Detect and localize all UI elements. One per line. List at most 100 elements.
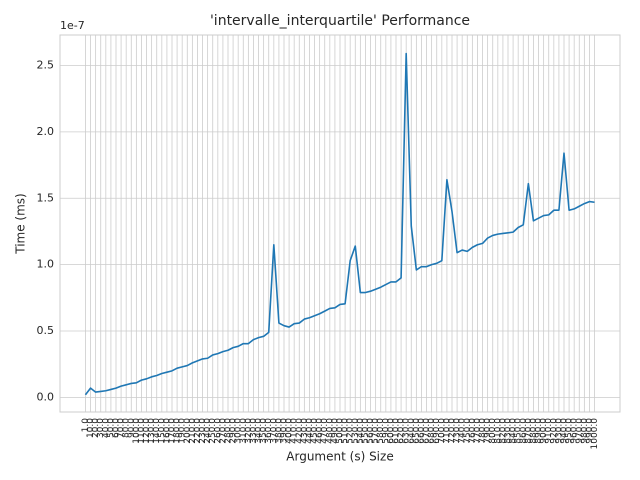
x-tick-label: 80.0 [122, 418, 132, 438]
y-offset-label: 1e-7 [60, 19, 85, 32]
x-tick-label: 840.0 [509, 418, 519, 444]
x-tick-label: 90.0 [127, 418, 137, 438]
x-tick-label: 590.0 [381, 418, 391, 444]
x-tick-label: 420.0 [295, 418, 305, 444]
x-tick-label: 480.0 [325, 418, 335, 444]
x-tick-label: 890.0 [534, 418, 544, 444]
x-tick-label: 160.0 [162, 418, 172, 444]
x-tick-label: 540.0 [356, 418, 366, 444]
x-tick-label: 260.0 [213, 418, 223, 444]
x-tick-label: 210.0 [188, 418, 198, 444]
x-tick-label: 60.0 [112, 418, 122, 438]
x-tick-label: 640.0 [407, 418, 417, 444]
x-tick-label: 520.0 [346, 418, 356, 444]
x-tick-label: 280.0 [224, 418, 234, 444]
x-tick-label: 510.0 [341, 418, 351, 444]
plot-frame [59, 34, 621, 413]
x-tick-label: 470.0 [320, 418, 330, 444]
x-tick-label: 630.0 [402, 418, 412, 444]
x-tick-label: 810.0 [493, 418, 503, 444]
x-tick-label: 720.0 [448, 418, 458, 444]
x-tick-label: 310.0 [239, 418, 249, 444]
data-line [84, 52, 595, 396]
x-tick-label: 930.0 [554, 418, 564, 444]
x-tick-label: 220.0 [193, 418, 203, 444]
x-tick-label: 970.0 [575, 418, 585, 444]
x-tick-label: 960.0 [570, 418, 580, 444]
x-tick-label: 760.0 [468, 418, 478, 444]
x-tick-label: 190.0 [178, 418, 188, 444]
x-tick-label: 460.0 [315, 418, 325, 444]
x-tick-label: 340.0 [254, 418, 264, 444]
y-tick-label: 0.0 [37, 390, 55, 403]
y-tick-label: 2.5 [37, 59, 55, 72]
x-tick-label: 940.0 [560, 418, 570, 444]
x-tick-label: 700.0 [437, 418, 447, 444]
y-tick-label: 1.5 [37, 191, 55, 204]
x-tick-label: 990.0 [585, 418, 595, 444]
x-tick-label: 580.0 [376, 418, 386, 444]
x-tick-label: 560.0 [366, 418, 376, 444]
x-axis-label: Argument (s) Size [286, 450, 393, 464]
x-tick-label: 780.0 [478, 418, 488, 444]
x-tick-label: 980.0 [580, 418, 590, 444]
x-tick-label: 500.0 [336, 418, 346, 444]
x-tick-label: 530.0 [351, 418, 361, 444]
x-tick-label: 770.0 [473, 418, 483, 444]
x-tick-label: 180.0 [173, 418, 183, 444]
x-tick-label: 750.0 [463, 418, 473, 444]
x-tick-label: 550.0 [361, 418, 371, 444]
x-tick-label: 620.0 [397, 418, 407, 444]
x-tick-label: 410.0 [290, 418, 300, 444]
x-tick-label: 610.0 [392, 418, 402, 444]
x-tick-label: 440.0 [305, 418, 315, 444]
x-tick-label: 240.0 [203, 418, 213, 444]
x-tick-label: 680.0 [427, 418, 437, 444]
x-tick-label: 790.0 [483, 418, 493, 444]
x-tick-label: 870.0 [524, 418, 534, 444]
x-tick-label: 710.0 [442, 418, 452, 444]
x-tick-label: 270.0 [218, 418, 228, 444]
x-tick-label: 350.0 [259, 418, 269, 444]
x-tick-label: 800.0 [488, 418, 498, 444]
x-tick-label: 570.0 [371, 418, 381, 444]
y-tick-label: 1.0 [37, 258, 55, 271]
x-tick-label: 360.0 [264, 418, 274, 444]
x-tick-label: 670.0 [422, 418, 432, 444]
x-tick-label: 330.0 [249, 418, 259, 444]
x-tick-label: 730.0 [453, 418, 463, 444]
x-tick-label: 250.0 [208, 418, 218, 444]
x-tick-label: 880.0 [529, 418, 539, 444]
x-tick-label: 380.0 [274, 418, 284, 444]
x-tick-label: 490.0 [330, 418, 340, 444]
x-tick-label: 1000.0 [590, 418, 600, 450]
x-tick-label: 230.0 [198, 418, 208, 444]
x-tick-label: 370.0 [269, 418, 279, 444]
x-tick-label: 290.0 [229, 418, 239, 444]
x-tick-label: 950.0 [565, 418, 575, 444]
x-tick-label: 740.0 [458, 418, 468, 444]
y-tick-label: 0.5 [37, 324, 55, 337]
x-tick-label: 830.0 [504, 418, 514, 444]
x-tick-label: 400.0 [285, 418, 295, 444]
x-tick-label: 660.0 [417, 418, 427, 444]
x-tick-label: 10.0 [86, 418, 96, 438]
x-tick-label: 850.0 [514, 418, 524, 444]
x-tick-label: 200.0 [183, 418, 193, 444]
x-tick-label: 100.0 [132, 418, 142, 444]
x-tick-label: 920.0 [549, 418, 559, 444]
x-tick-label: 50.0 [106, 418, 116, 438]
x-tick-label: 110.0 [137, 418, 147, 444]
x-tick-label: 450.0 [310, 418, 320, 444]
x-tick-label: 20.0 [91, 418, 101, 438]
x-tick-label: 130.0 [147, 418, 157, 444]
chart-title: 'intervalle_interquartile' Performance [210, 13, 470, 29]
x-tick-label: 70.0 [117, 418, 127, 438]
x-tick-label: 140.0 [152, 418, 162, 444]
x-tick-label: 40.0 [101, 418, 111, 438]
x-tick-label: 690.0 [432, 418, 442, 444]
x-tick-label: 390.0 [280, 418, 290, 444]
x-tick-label: 30.0 [96, 418, 106, 438]
x-tick-label: 300.0 [234, 418, 244, 444]
